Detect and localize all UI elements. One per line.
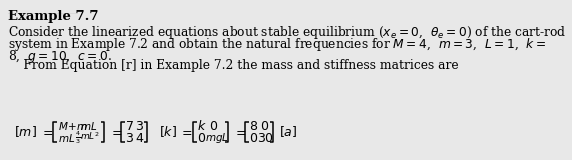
Text: $0$: $0$ [209,120,218,132]
Text: $M\!+\!m$: $M\!+\!m$ [58,120,88,132]
Text: $3$: $3$ [125,132,134,144]
Text: system in Example 7.2 and obtain the natural frequencies for $M = 4$,  $m = 3$, : system in Example 7.2 and obtain the nat… [8,36,546,53]
Text: $mL$: $mL$ [80,120,97,132]
Text: $4$: $4$ [135,132,144,144]
Text: $30$: $30$ [257,132,274,144]
Text: $mL$: $mL$ [58,132,76,144]
Text: $3$: $3$ [135,120,144,132]
Text: Example 7.7: Example 7.7 [8,10,98,23]
Text: $[m]$: $[m]$ [14,124,37,140]
Text: $0$: $0$ [249,132,258,144]
Text: Consider the linearized equations about stable equilibrium ($x_e = 0$,  $\theta_: Consider the linearized equations about … [8,24,566,41]
Text: $=$: $=$ [179,125,193,139]
Text: $7$: $7$ [125,120,134,132]
Text: $k$: $k$ [197,119,206,133]
Text: 8,  $g = 10$,  $c = 0$.: 8, $g = 10$, $c = 0$. [8,48,112,65]
Text: $8$: $8$ [249,120,258,132]
Text: $[k]$: $[k]$ [159,124,177,140]
Text: From Equation [r] in Example 7.2 the mass and stiffness matrices are: From Equation [r] in Example 7.2 the mas… [8,59,459,72]
Text: $\frac{4}{3}mL^2$: $\frac{4}{3}mL^2$ [75,130,100,146]
Text: $0$: $0$ [260,120,269,132]
Text: $=$: $=$ [233,125,247,139]
Text: $=$: $=$ [109,125,122,139]
Text: $[a]$: $[a]$ [279,124,297,140]
Text: $mgL$: $mgL$ [205,131,229,145]
Text: $0$: $0$ [197,132,206,144]
Text: $=$: $=$ [40,125,54,139]
